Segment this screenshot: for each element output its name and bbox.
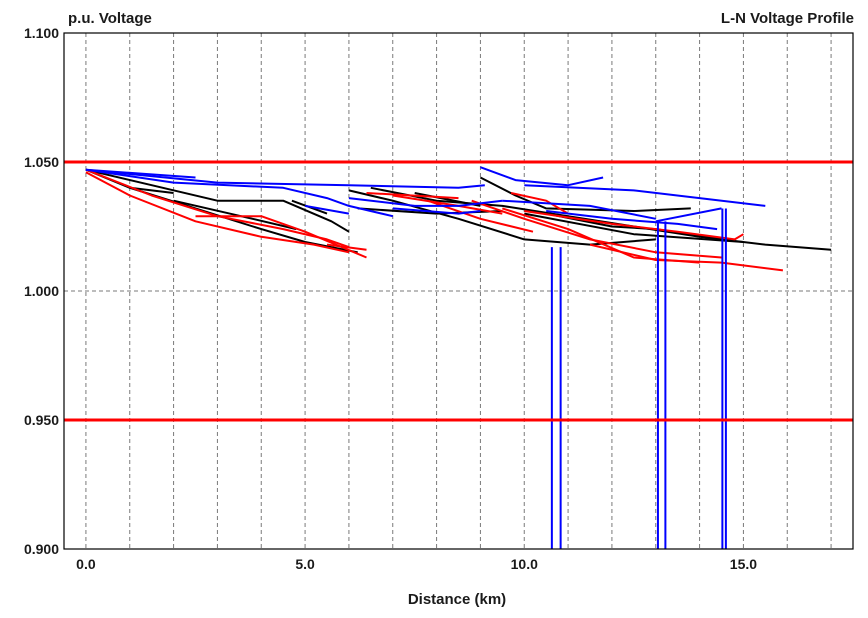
y-tick-label: 0.900 xyxy=(24,541,59,557)
y-axis-label: p.u. Voltage xyxy=(68,10,152,27)
voltage-trace-phase-a xyxy=(85,168,350,233)
voltage-trace-phase-c xyxy=(348,197,503,207)
voltage-trace-phase-c xyxy=(480,166,604,187)
x-tick-label: 10.0 xyxy=(511,556,538,572)
chart-title: L-N Voltage Profile xyxy=(721,10,854,27)
voltage-trace-phase-c xyxy=(85,168,485,189)
plot-frame xyxy=(63,32,854,550)
tick-labels: 0.900 0.950 1.000 1.050 1.100 0.0 5.0 10.0 15.0 xyxy=(24,25,757,572)
voltage-trace-phase-b xyxy=(366,192,459,200)
voltage-trace-phase-b xyxy=(326,243,367,251)
y-tick-label: 1.000 xyxy=(24,283,59,299)
y-tick-label: 0.950 xyxy=(24,412,59,428)
voltage-trace-phase-c xyxy=(85,168,394,218)
voltage-trace-phase-b xyxy=(510,192,569,215)
voltage-trace-phase-c xyxy=(546,210,718,231)
voltage-traces xyxy=(85,166,832,272)
voltage-trace-phase-c xyxy=(392,207,481,215)
voltage-trace-phase-b xyxy=(589,243,784,272)
y-tick-label: 1.050 xyxy=(24,154,59,170)
voltage-trace-phase-c xyxy=(655,207,722,223)
voltage-trace-phase-a xyxy=(524,212,744,243)
x-tick-label: 0.0 xyxy=(76,556,96,572)
vertical-drops xyxy=(550,208,727,549)
voltage-trace-phase-c xyxy=(304,204,350,215)
voltage-trace-phase-a xyxy=(479,176,691,212)
voltage-trace-phase-a xyxy=(173,199,297,231)
voltage-trace-phase-b xyxy=(524,210,744,241)
x-tick-label: 5.0 xyxy=(295,556,315,572)
x-axis-label: Distance (km) xyxy=(408,591,506,608)
voltage-trace-phase-b xyxy=(85,168,350,249)
voltage-trace-phase-c xyxy=(502,199,656,220)
x-tick-label: 15.0 xyxy=(730,556,757,572)
limit-lines xyxy=(64,160,853,422)
voltage-trace-phase-b xyxy=(85,171,350,254)
y-tick-label: 1.100 xyxy=(24,25,59,41)
voltage-trace-phase-a xyxy=(129,186,174,194)
voltage-trace-phase-b xyxy=(195,215,367,259)
voltage-trace-phase-c xyxy=(524,184,766,207)
